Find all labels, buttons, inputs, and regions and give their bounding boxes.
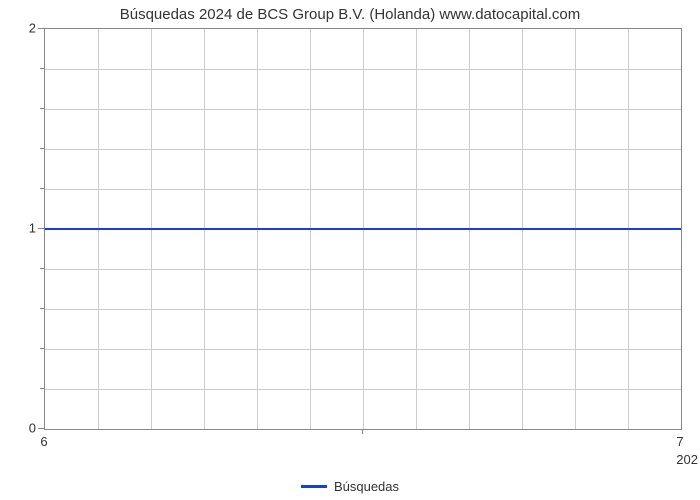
x-minor-tick — [362, 430, 363, 434]
legend-label: Búsquedas — [334, 479, 399, 494]
y-minor-tick — [40, 148, 44, 149]
y-tick-label: 0 — [6, 421, 36, 436]
y-tick-label: 2 — [6, 21, 36, 36]
y-minor-tick — [40, 188, 44, 189]
chart-title: Búsquedas 2024 de BCS Group B.V. (Holand… — [0, 6, 700, 23]
y-tick-label: 1 — [6, 221, 36, 236]
y-minor-tick — [40, 268, 44, 269]
chart-legend: Búsquedas — [0, 475, 700, 494]
y-tick-mark — [38, 28, 44, 29]
y-minor-tick — [40, 308, 44, 309]
x-axis-sublabel-right: 202 — [676, 452, 698, 467]
y-minor-tick — [40, 388, 44, 389]
y-minor-tick — [40, 348, 44, 349]
y-minor-tick — [40, 68, 44, 69]
x-tick-label: 6 — [40, 434, 47, 449]
series-line — [45, 228, 681, 230]
y-tick-mark — [38, 428, 44, 429]
y-tick-mark — [38, 228, 44, 229]
chart-container: Búsquedas 2024 de BCS Group B.V. (Holand… — [0, 0, 700, 500]
legend-item: Búsquedas — [301, 479, 399, 494]
x-tick-label: 7 — [676, 434, 683, 449]
chart-plot-area — [44, 28, 682, 430]
y-minor-tick — [40, 108, 44, 109]
legend-swatch — [301, 485, 327, 488]
